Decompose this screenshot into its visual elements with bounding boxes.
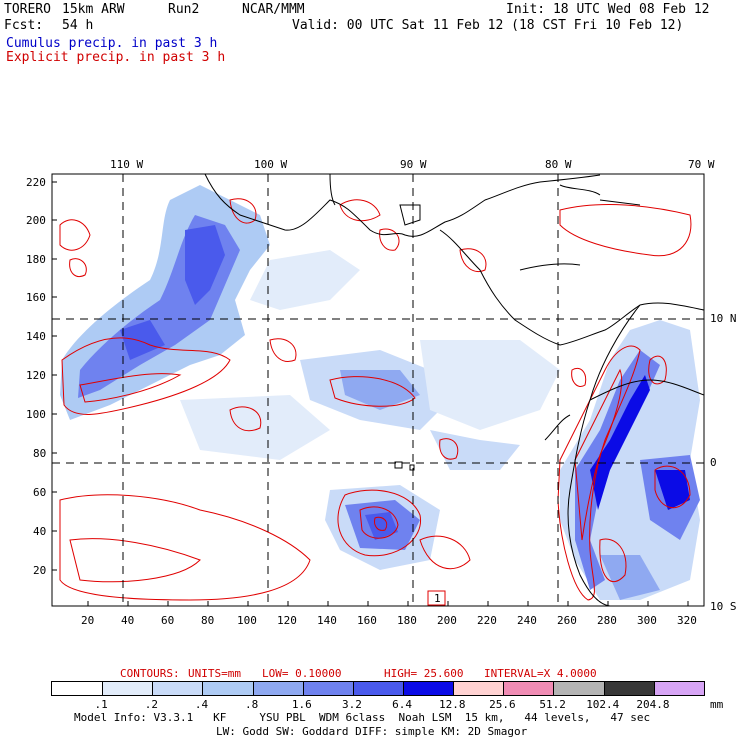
x-tick-label: 60 bbox=[161, 614, 175, 627]
map-frame bbox=[51, 173, 705, 607]
colorbar-label: .2 bbox=[144, 698, 158, 711]
x-tick-label: 40 bbox=[121, 614, 135, 627]
precip-shading bbox=[60, 185, 700, 600]
contours-low: LOW= 0.10000 bbox=[262, 667, 342, 680]
x-tick-label: 200 bbox=[437, 614, 457, 627]
x-tick-label: 220 bbox=[477, 614, 497, 627]
model-physics: LW: Godd SW: Goddard DIFF: simple KM: 2D… bbox=[216, 725, 528, 738]
y-tick-label: 100 bbox=[26, 408, 46, 421]
x-tick-label: 180 bbox=[397, 614, 417, 627]
x-tick-label: 160 bbox=[357, 614, 377, 627]
forecast-label: Fcst: bbox=[4, 18, 44, 33]
colorbar-swatch bbox=[402, 682, 454, 695]
colorbar-swatch bbox=[152, 682, 203, 695]
forecast-hour: 54 h bbox=[62, 18, 94, 33]
x-tick-label: 240 bbox=[517, 614, 537, 627]
colorbar-unit: mm bbox=[710, 698, 724, 711]
y-tick-label: 140 bbox=[26, 330, 46, 343]
colorbar-swatch bbox=[553, 682, 604, 695]
colorbar-label: 25.6 bbox=[489, 698, 516, 711]
lon-label: 80 W bbox=[545, 158, 572, 171]
contours-high: HIGH= 25.600 bbox=[384, 667, 464, 680]
x-tick-label: 80 bbox=[201, 614, 215, 627]
x-tick-label: 280 bbox=[597, 614, 617, 627]
y-tick-label: 160 bbox=[26, 291, 46, 304]
colorbar-swatch bbox=[102, 682, 153, 695]
colorbar-label: 12.8 bbox=[439, 698, 466, 711]
y-tick-label: 80 bbox=[33, 447, 47, 460]
lat-label: 0 bbox=[710, 456, 717, 469]
colorbar bbox=[51, 681, 705, 696]
model-org: NCAR/MMM bbox=[242, 2, 305, 17]
x-tick-label: 320 bbox=[677, 614, 697, 627]
x-tick-label: 260 bbox=[557, 614, 577, 627]
lat-label: 10 S bbox=[710, 600, 737, 613]
lat-lon-grid bbox=[52, 174, 704, 606]
grid-box-marker bbox=[427, 590, 446, 606]
colorbar-label: .8 bbox=[245, 698, 259, 711]
coastlines bbox=[204, 174, 704, 606]
y-tick-label: 120 bbox=[26, 369, 46, 382]
y-tick-label: 200 bbox=[26, 214, 46, 227]
colorbar-swatch bbox=[603, 682, 654, 695]
colorbar-swatch bbox=[453, 682, 504, 695]
colorbar-label: 204.8 bbox=[636, 698, 670, 711]
y-tick-label: 40 bbox=[33, 525, 47, 538]
colorbar-swatch bbox=[503, 682, 554, 695]
init-time: Init: 18 UTC Wed 08 Feb 12 bbox=[506, 2, 710, 17]
colorbar-swatch bbox=[352, 682, 403, 695]
contours-units: UNITS=mm bbox=[188, 667, 241, 680]
colorbar-swatch bbox=[52, 682, 103, 695]
lon-label: 70 W bbox=[688, 158, 715, 171]
lon-label: 100 W bbox=[254, 158, 288, 171]
cumulus-field-label: Cumulus precip. in past 3 h bbox=[6, 36, 218, 51]
lon-label: 110 W bbox=[110, 158, 144, 171]
y-tick-label: 180 bbox=[26, 253, 46, 266]
left-ticks bbox=[52, 181, 57, 571]
colorbar-swatch bbox=[252, 682, 303, 695]
contours-interval: INTERVAL=X 4.0000 bbox=[484, 667, 597, 680]
lat-label: 10 N bbox=[710, 312, 737, 325]
colorbar-label: 3.2 bbox=[342, 698, 362, 711]
x-tick-label: 300 bbox=[637, 614, 657, 627]
lon-label: 90 W bbox=[400, 158, 427, 171]
colorbar-labels: .1 .2 .4 .8 1.6 3.2 6.4 12.8 25.6 51.2 102.4 204.8 bbox=[51, 698, 711, 711]
grid-box-label: 1 bbox=[434, 592, 441, 605]
colorbar-swatch bbox=[302, 682, 353, 695]
colorbar-label: 6.4 bbox=[392, 698, 413, 711]
y-tick-label: 60 bbox=[33, 486, 47, 499]
colorbar-swatch bbox=[653, 682, 704, 695]
model-info: Model Info: V3.3.1 KF YSU PBL WDM 6class… bbox=[74, 711, 651, 724]
colorbar-label: 51.2 bbox=[539, 698, 566, 711]
y-tick-label: 220 bbox=[26, 176, 46, 189]
x-tick-label: 120 bbox=[277, 614, 297, 627]
colorbar-label: .1 bbox=[94, 698, 108, 711]
model-run: Run2 bbox=[168, 2, 200, 17]
contours-label: CONTOURS: bbox=[120, 667, 180, 680]
colorbar-label: .4 bbox=[194, 698, 209, 711]
colorbar-label: 1.6 bbox=[291, 698, 312, 711]
model-resolution: 15km ARW bbox=[62, 2, 125, 17]
x-tick-label: 20 bbox=[81, 614, 95, 627]
x-tick-label: 100 bbox=[237, 614, 257, 627]
y-tick-label: 20 bbox=[33, 564, 47, 577]
x-tick-label: 140 bbox=[317, 614, 337, 627]
colorbar-label: 102.4 bbox=[586, 698, 620, 711]
valid-time: Valid: 00 UTC Sat 11 Feb 12 (18 CST Fri … bbox=[292, 18, 684, 33]
explicit-field-label: Explicit precip. in past 3 h bbox=[6, 50, 226, 65]
colorbar-swatch bbox=[202, 682, 253, 695]
model-name: TORERO bbox=[4, 2, 51, 17]
bottom-ticks bbox=[87, 601, 689, 606]
